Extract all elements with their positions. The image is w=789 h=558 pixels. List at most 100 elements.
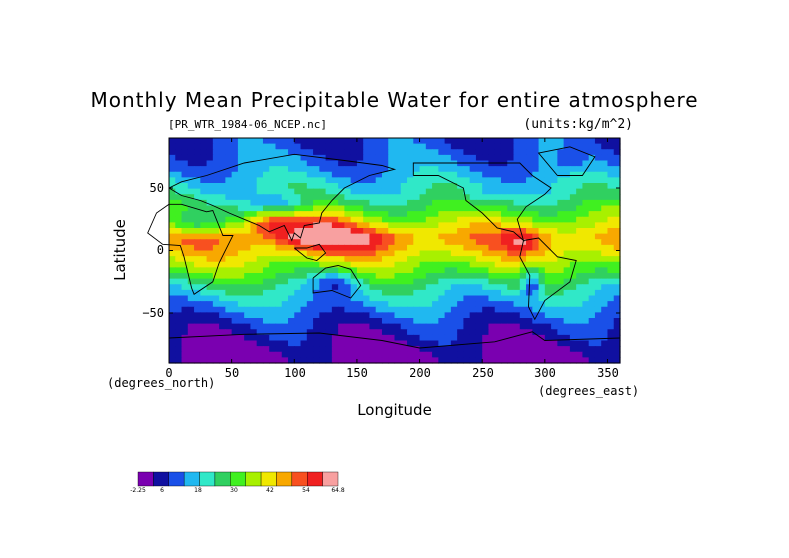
heatmap-cell [262, 284, 270, 291]
heatmap-cell [532, 340, 540, 347]
heatmap-cell [444, 250, 452, 257]
heatmap-cell [262, 318, 270, 325]
heatmap-cell [444, 346, 452, 353]
heatmap-cell [569, 149, 577, 156]
heatmap-cell [275, 340, 283, 347]
heatmap-cell [194, 250, 201, 257]
heatmap-cell [582, 228, 590, 235]
heatmap-cell [256, 334, 264, 342]
heatmap-cell [475, 334, 483, 342]
heatmap-cell [375, 289, 383, 297]
heatmap-cell [507, 261, 515, 268]
colorbar-swatch [153, 471, 169, 487]
heatmap-cell [588, 211, 596, 218]
heatmap-cell [250, 211, 258, 218]
heatmap-cell [356, 278, 364, 285]
heatmap-cell [500, 323, 508, 330]
heatmap-cell [488, 160, 496, 167]
heatmap-cell [262, 244, 270, 252]
heatmap-cell [187, 323, 195, 330]
heatmap-cell [269, 301, 277, 308]
heatmap-cell [294, 278, 302, 285]
heatmap-cell [212, 177, 220, 184]
heatmap-cell [569, 284, 577, 291]
heatmap-cell [407, 329, 414, 336]
heatmap-cell [169, 323, 176, 330]
heatmap-cell [369, 284, 377, 291]
heatmap-cell [475, 351, 483, 358]
heatmap-cell [344, 351, 352, 358]
heatmap-cell [400, 334, 408, 342]
heatmap-cell [407, 256, 414, 263]
heatmap-cell [294, 143, 302, 150]
heatmap-cell [513, 199, 521, 207]
heatmap-cell [294, 334, 302, 342]
heatmap-cell [450, 199, 458, 207]
heatmap-cell [325, 306, 333, 313]
heatmap-cell [294, 166, 302, 173]
heatmap-cell [588, 250, 596, 257]
heatmap-cell [187, 295, 195, 302]
heatmap-cell [250, 256, 258, 263]
heatmap-cell [256, 284, 264, 291]
heatmap-cell [588, 216, 596, 223]
heatmap-cell [288, 273, 295, 280]
heatmap-cell [557, 329, 565, 336]
heatmap-cell [488, 351, 496, 358]
heatmap-cell [507, 188, 515, 195]
heatmap-cell [288, 188, 295, 195]
heatmap-cell [519, 289, 527, 297]
heatmap-cell [526, 346, 533, 353]
heatmap-cell [175, 244, 183, 252]
heatmap-cell [237, 346, 245, 353]
heatmap-cell [444, 194, 452, 201]
heatmap-cell [438, 329, 446, 336]
heatmap-cell [388, 295, 396, 302]
heatmap-cell [375, 216, 383, 223]
heatmap-cell [519, 329, 527, 336]
heatmap-cell [375, 357, 383, 364]
heatmap-cell [275, 228, 283, 235]
heatmap-cell [381, 154, 389, 162]
heatmap-cell [319, 188, 327, 195]
heatmap-cell [269, 323, 277, 330]
heatmap-cell [457, 194, 465, 201]
heatmap-cell [601, 273, 609, 280]
heatmap-cell [250, 334, 258, 342]
heatmap-cell [250, 351, 258, 358]
heatmap-cell [582, 205, 590, 212]
heatmap-cell [438, 267, 446, 274]
heatmap-cell [331, 340, 339, 347]
heatmap-cell [356, 222, 364, 229]
heatmap-cell [175, 205, 183, 212]
heatmap-cell [494, 261, 502, 268]
colorbar-swatch [137, 471, 154, 487]
heatmap-cell [338, 284, 345, 291]
heatmap-cell [363, 154, 371, 162]
heatmap-cell [250, 346, 258, 353]
heatmap-cell [419, 188, 427, 195]
heatmap-cell [363, 216, 371, 223]
heatmap-cell [394, 273, 402, 280]
heatmap-cell [407, 306, 414, 313]
heatmap-cell [231, 256, 239, 263]
heatmap-cell [601, 177, 609, 184]
heatmap-cell [407, 211, 414, 218]
heatmap-cell [538, 267, 546, 274]
heatmap-cell [275, 295, 283, 302]
heatmap-cell [563, 154, 571, 162]
heatmap-cell [394, 244, 402, 252]
heatmap-cell [331, 267, 339, 274]
heatmap-cell [281, 256, 289, 263]
heatmap-cell [576, 233, 584, 240]
heatmap-cell [212, 183, 220, 190]
heatmap-cell [338, 278, 345, 285]
heatmap-cell [294, 239, 302, 246]
heatmap-cell [438, 138, 446, 145]
heatmap-cell [338, 329, 345, 336]
heatmap-cell [344, 323, 352, 330]
heatmap-cell [438, 166, 446, 173]
heatmap-cell [576, 323, 584, 330]
heatmap-cell [225, 273, 233, 280]
heatmap-cell [237, 323, 245, 330]
